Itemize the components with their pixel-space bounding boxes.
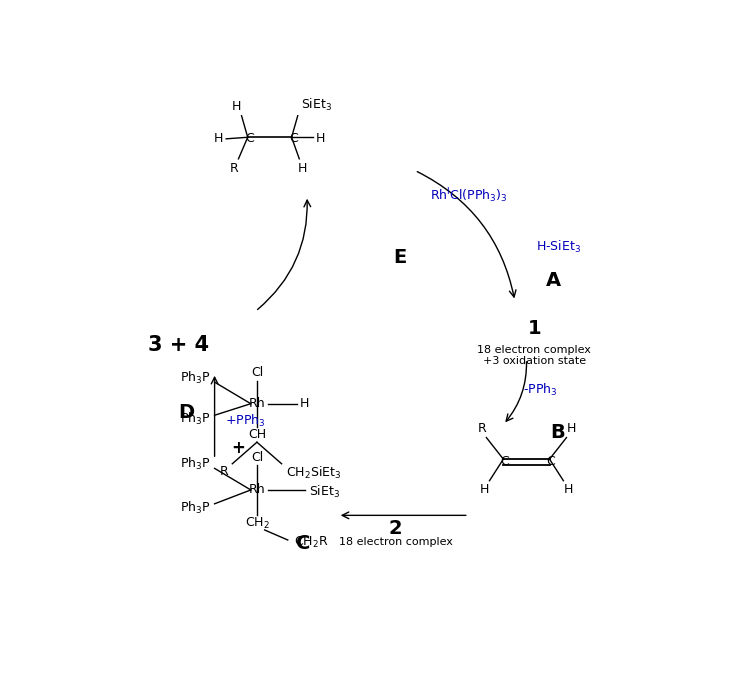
Text: A: A bbox=[546, 271, 561, 290]
Text: CH$_2$SiEt$_3$: CH$_2$SiEt$_3$ bbox=[286, 465, 341, 481]
Text: Ph$_3$P: Ph$_3$P bbox=[180, 411, 211, 427]
Text: Ph$_3$P: Ph$_3$P bbox=[180, 456, 211, 472]
Text: 18 electron complex: 18 electron complex bbox=[477, 345, 591, 355]
Text: C: C bbox=[289, 132, 297, 145]
Text: R: R bbox=[220, 465, 229, 478]
Text: R: R bbox=[229, 162, 238, 175]
Text: H: H bbox=[563, 484, 573, 496]
Text: CH$_2$R: CH$_2$R bbox=[294, 535, 329, 550]
Text: C: C bbox=[296, 534, 310, 553]
Text: CH: CH bbox=[248, 428, 266, 441]
Text: H: H bbox=[316, 132, 326, 145]
Text: D: D bbox=[178, 404, 194, 422]
Text: C: C bbox=[547, 455, 556, 468]
Text: R: R bbox=[477, 422, 486, 435]
Text: Rh: Rh bbox=[249, 484, 265, 496]
Text: Ph$_3$P: Ph$_3$P bbox=[180, 370, 211, 385]
Text: Cl: Cl bbox=[251, 451, 263, 464]
Text: C: C bbox=[245, 132, 254, 145]
Text: +: + bbox=[231, 439, 244, 456]
Text: 1: 1 bbox=[527, 318, 541, 338]
Text: Ph$_3$P: Ph$_3$P bbox=[180, 501, 211, 516]
Text: CH$_2$: CH$_2$ bbox=[244, 516, 270, 531]
Text: +PPh$_3$: +PPh$_3$ bbox=[225, 413, 265, 429]
Text: -PPh$_3$: -PPh$_3$ bbox=[523, 382, 557, 398]
Text: 18 electron complex: 18 electron complex bbox=[338, 537, 453, 547]
Text: C: C bbox=[500, 455, 509, 468]
Text: H: H bbox=[298, 162, 307, 175]
Text: B: B bbox=[550, 423, 565, 442]
Text: E: E bbox=[393, 248, 406, 267]
Text: SiEt$_3$: SiEt$_3$ bbox=[301, 97, 332, 113]
Text: H: H bbox=[566, 422, 576, 435]
Text: H: H bbox=[300, 397, 309, 410]
Text: H: H bbox=[480, 484, 489, 496]
Text: 3 + 4: 3 + 4 bbox=[148, 335, 209, 355]
Text: H: H bbox=[214, 132, 223, 145]
Text: Cl: Cl bbox=[251, 366, 263, 379]
Text: 2: 2 bbox=[388, 519, 403, 538]
Text: H-SiEt$_3$: H-SiEt$_3$ bbox=[536, 239, 581, 256]
Text: +3 oxidation state: +3 oxidation state bbox=[483, 355, 586, 366]
Text: Rh: Rh bbox=[249, 397, 265, 410]
Text: Rh$^{\rm I}$Cl(PPh$_3$)$_3$: Rh$^{\rm I}$Cl(PPh$_3$)$_3$ bbox=[430, 186, 508, 205]
Text: SiEt$_3$: SiEt$_3$ bbox=[309, 484, 341, 499]
Text: H: H bbox=[232, 100, 241, 113]
